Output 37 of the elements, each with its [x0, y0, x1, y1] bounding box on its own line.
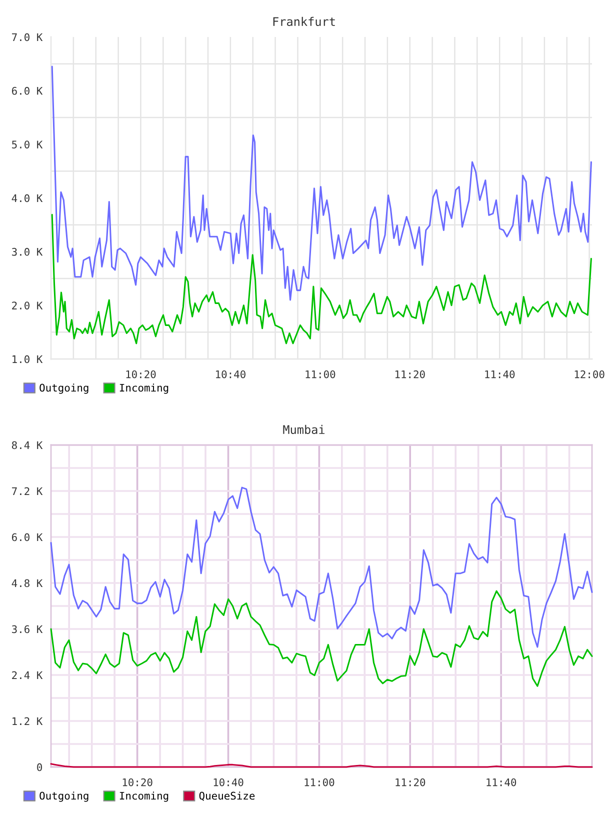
- y-tick-label: 3.0 K: [12, 248, 43, 256]
- x-tick-label: 10:20: [126, 370, 156, 378]
- chart-title: Frankfurt: [273, 16, 335, 26]
- line-series: [50, 590, 593, 687]
- x-tick-label: 11:40: [486, 778, 516, 786]
- x-tick-label: 11:20: [395, 370, 425, 378]
- y-tick-label: 7.2 K: [12, 487, 43, 495]
- y-tick-label: 0: [37, 763, 42, 772]
- legend-label: Outgoing: [40, 792, 88, 802]
- y-tick-label: 1.2 K: [12, 717, 43, 725]
- y-tick-label: 4.8 K: [12, 579, 43, 588]
- x-tick-label: 11:00: [306, 370, 336, 378]
- legend-label: QueueSize: [199, 792, 255, 801]
- line-series: [50, 486, 593, 648]
- y-tick-label: 6.0 K: [12, 86, 43, 95]
- y-tick-label: 3.6 K: [12, 625, 43, 634]
- y-tick-label: 6.0 K: [12, 533, 43, 542]
- chart-title: Mumbai: [283, 424, 325, 434]
- x-tick-label: 11:00: [304, 778, 334, 786]
- x-tick-label: 10:40: [214, 778, 244, 786]
- y-tick-label: 7.0 K: [12, 33, 43, 42]
- x-tick-label: 10:20: [122, 778, 152, 786]
- x-tick-label: 12:00: [574, 370, 604, 378]
- y-tick-label: 4.0 K: [12, 194, 43, 202]
- x-tick-label: 11:20: [396, 778, 426, 786]
- legend-label: Incoming: [120, 384, 168, 394]
- legend-label: Incoming: [120, 792, 168, 802]
- legend-label: Outgoing: [40, 384, 88, 394]
- y-tick-label: 8.4 K: [12, 441, 43, 450]
- y-tick-label: 5.0 K: [12, 140, 43, 148]
- x-tick-label: 11:40: [485, 370, 515, 378]
- line-series: [51, 66, 592, 301]
- y-tick-label: 1.0 K: [12, 355, 43, 364]
- y-tick-label: 2.0 K: [12, 302, 43, 310]
- y-tick-label: 2.4 K: [12, 671, 43, 679]
- line-series: [51, 214, 592, 344]
- x-tick-label: 10:40: [216, 370, 246, 378]
